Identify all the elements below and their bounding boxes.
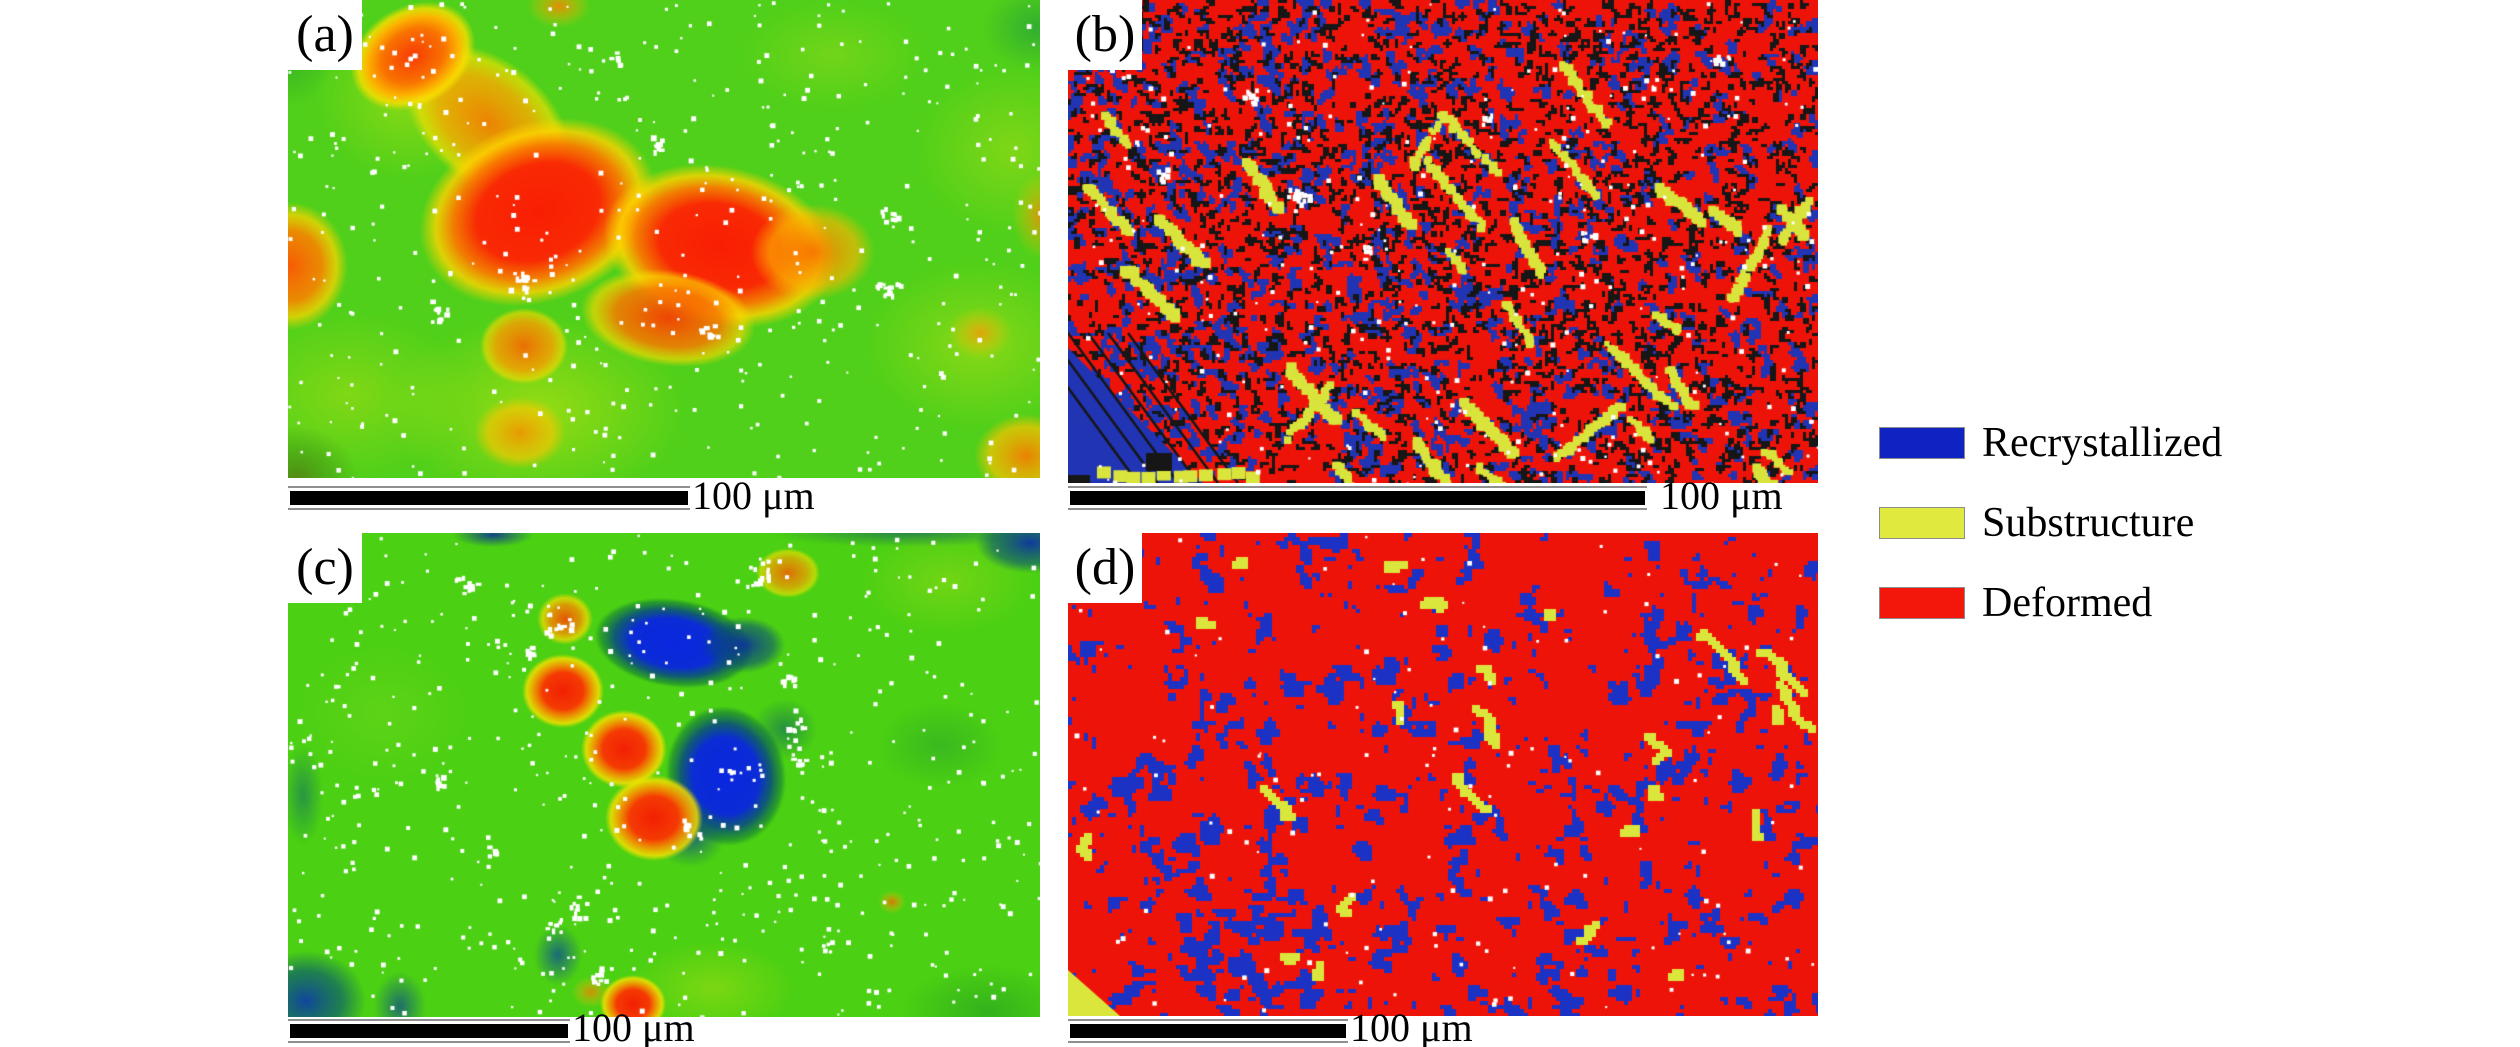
legend-item-deformed: Deformed [1879,582,2152,624]
legend-label-recrystallized: Recrystallized [1982,420,2223,466]
legend-label-deformed: Deformed [1982,580,2153,626]
legend-item-recrystallized: Recrystallized [1879,422,2222,464]
scalebar-b-bar [1070,491,1645,505]
panel-label-d: (d) [1068,533,1142,603]
scalebar-text-d: 100 μm [1350,1005,1473,1047]
scalebar-c [288,1019,570,1043]
panel-label-d-text: (d) [1074,539,1136,596]
panel-a: (a) [288,0,1040,478]
scalebar-b [1068,486,1647,510]
micrograph-a [288,0,1040,478]
scalebar-text-b: 100 μm [1660,473,1783,518]
scalebar-d-bar [1070,1024,1346,1038]
micrograph-b [1068,0,1818,483]
micrograph-d [1068,533,1818,1016]
scalebar-text-a: 100 μm [692,473,815,518]
panel-b: (b) [1068,0,1818,483]
panel-label-a-text: (a) [296,6,354,63]
legend-swatch-recrystallized [1879,427,1965,459]
legend-item-substructure: Substructure [1879,502,2194,544]
panel-d: (d) [1068,533,1818,1016]
panel-label-b-text: (b) [1074,6,1136,63]
scalebar-d [1068,1019,1348,1043]
scalebar-a-bar [290,491,688,505]
panel-label-c: (c) [288,533,362,603]
panel-label-b: (b) [1068,0,1142,70]
legend-swatch-deformed [1879,587,1965,619]
legend-swatch-substructure [1879,507,1965,539]
micrograph-c [288,533,1040,1017]
scalebar-text-c: 100 μm [572,1005,695,1047]
panel-label-c-text: (c) [296,539,354,596]
panel-c: (c) [288,533,1040,1017]
panel-label-a: (a) [288,0,362,70]
scalebar-a [288,486,690,510]
legend-label-substructure: Substructure [1982,500,2195,546]
scalebar-c-bar [290,1024,568,1038]
